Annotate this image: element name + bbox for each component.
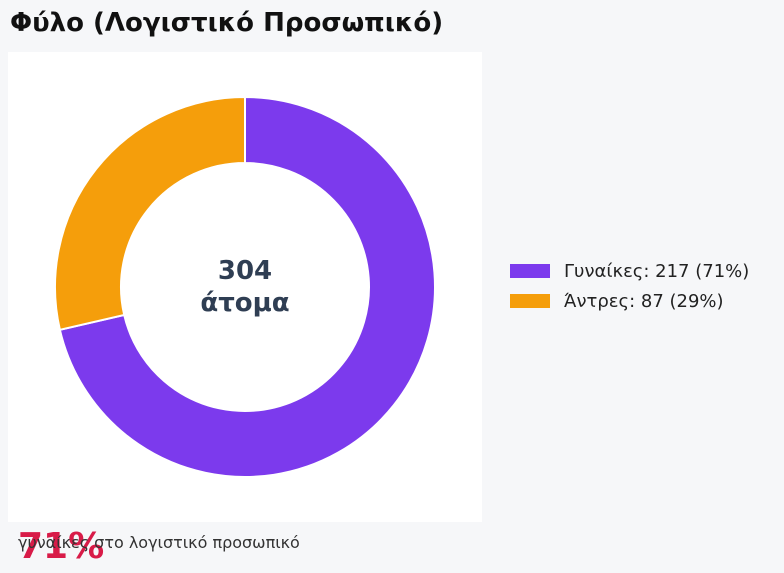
page-title: Φύλο (Λογιστικό Προσωπικό) bbox=[10, 8, 444, 38]
donut-total-value: 304 bbox=[217, 256, 273, 286]
legend-swatch-men bbox=[510, 294, 550, 308]
donut-center-label: 304 άτομα bbox=[145, 255, 345, 319]
legend-label-men: Άντρες: 87 (29%) bbox=[564, 290, 724, 312]
donut-slice-men[interactable] bbox=[54, 95, 246, 332]
chart-caption: γυναίκες στο λογιστικό προσωπικό bbox=[18, 533, 300, 552]
donut-chart-card: 304 άτομα 71% bbox=[8, 52, 482, 567]
legend-swatch-women bbox=[510, 264, 550, 278]
legend-item-women[interactable]: Γυναίκες: 217 (71%) bbox=[510, 258, 780, 284]
legend-label-women: Γυναίκες: 217 (71%) bbox=[564, 260, 750, 282]
legend-item-men[interactable]: Άντρες: 87 (29%) bbox=[510, 288, 780, 314]
highlight-percent: 71% bbox=[18, 526, 105, 567]
chart-legend: Γυναίκες: 217 (71%) Άντρες: 87 (29%) bbox=[510, 258, 780, 318]
donut-chart bbox=[54, 95, 436, 478]
donut-slice-women[interactable] bbox=[58, 95, 436, 478]
donut-total-unit: άτομα bbox=[200, 288, 290, 318]
